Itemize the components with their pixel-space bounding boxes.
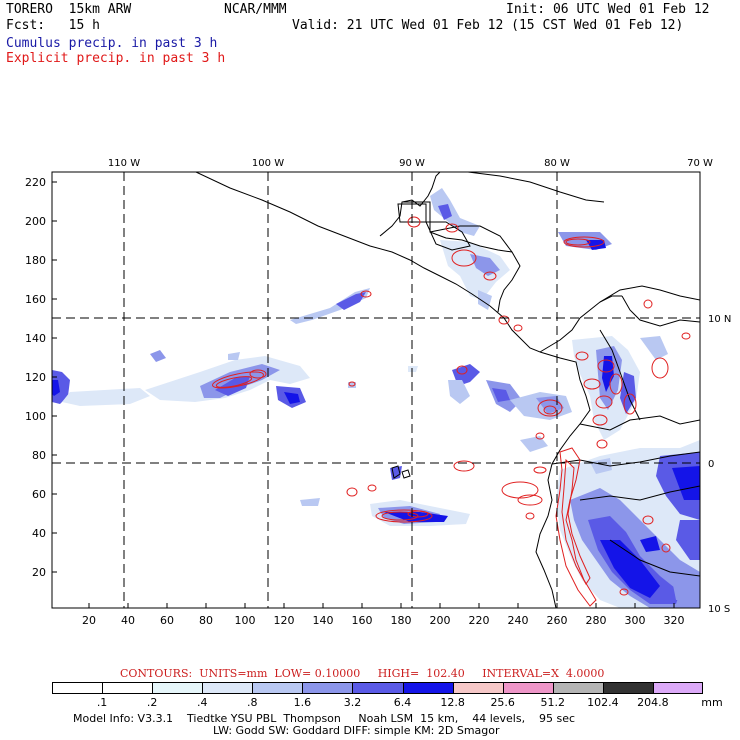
model-title: TORERO 15km ARW	[6, 2, 132, 17]
y-tick-label: 200	[25, 215, 46, 228]
colorbar-cell	[252, 682, 303, 694]
colorbar-label: .2	[146, 696, 158, 709]
map-frame	[51, 171, 701, 609]
y-tick-label: 100	[25, 410, 46, 423]
colorbar-cell	[552, 682, 603, 694]
x-tick-label: 140	[313, 614, 334, 627]
y-tick-label: 160	[25, 293, 46, 306]
lat-label: 10 N	[708, 314, 731, 325]
y-tick-label: 180	[25, 254, 46, 267]
explicit-legend: Explicit precip. in past 3 h	[6, 51, 226, 66]
colorbar-cell	[352, 682, 403, 694]
lon-label: 100 W	[252, 158, 284, 169]
x-tick-label: 20	[82, 614, 96, 627]
x-tick-label: 240	[508, 614, 529, 627]
colorbar-unit: mm	[701, 696, 723, 709]
x-tick-label: 280	[586, 614, 607, 627]
explicit-precip-contours	[212, 216, 691, 607]
y-tick-label: 120	[25, 371, 46, 384]
lon-label: 110 W	[108, 158, 140, 169]
colorbar-cell	[152, 682, 203, 694]
colorbar-cell	[102, 682, 153, 694]
lat-label: 0	[708, 459, 714, 470]
y-tick-label: 40	[32, 527, 46, 540]
x-tick-label: 180	[391, 614, 412, 627]
x-tick-label: 220	[469, 614, 490, 627]
axis-ticks	[52, 181, 675, 608]
lat-label: 10 S	[708, 604, 730, 615]
colorbar-label: .4	[196, 696, 208, 709]
y-tick-label: 20	[32, 566, 46, 579]
colorbar-cell	[302, 682, 353, 694]
x-tick-label: 260	[547, 614, 568, 627]
colorbar-cell	[652, 682, 703, 694]
y-tick-labels: 220 200 180 160 140 120 100 80 60 40 20	[25, 176, 46, 579]
lon-label: 80 W	[544, 158, 570, 169]
x-tick-label: 40	[121, 614, 135, 627]
cumulus-precip-areas	[52, 188, 700, 608]
colorbar-frame	[52, 682, 703, 694]
colorbar-label: .8	[247, 696, 258, 709]
x-tick-label: 200	[430, 614, 451, 627]
colorbar-label: 6.4	[393, 696, 412, 709]
colorbar-label: 12.8	[440, 696, 465, 709]
x-tick-label: 120	[274, 614, 295, 627]
colorbar-cell	[602, 682, 653, 694]
colorbar-label: 1.6	[293, 696, 312, 709]
colorbar-label: 204.8	[637, 696, 669, 709]
cumulus-legend: Cumulus precip. in past 3 h	[6, 36, 218, 51]
colorbar-cell	[202, 682, 253, 694]
y-tick-label: 140	[25, 332, 46, 345]
colorbar-label: .1	[96, 696, 108, 709]
colorbar-label: 51.2	[540, 696, 566, 709]
colorbar-label: 3.2	[343, 696, 362, 709]
latlon-grid	[52, 172, 700, 608]
forecast-hour: Fcst: 15 h	[6, 18, 100, 33]
contour-info: CONTOURS: UNITS=mm LOW= 0.10000 HIGH= 10…	[120, 667, 605, 680]
x-tick-label: 300	[625, 614, 646, 627]
colorbar-label: 102.4	[587, 696, 619, 709]
colorbar-cell	[502, 682, 553, 694]
x-tick-label: 60	[160, 614, 174, 627]
x-tick-label: 320	[664, 614, 685, 627]
x-tick-label: 100	[235, 614, 256, 627]
model-info: Model Info: V3.3.1 Tiedtke YSU PBL Thomp…	[73, 712, 576, 725]
x-tick-label: 80	[199, 614, 213, 627]
valid-time: Valid: 21 UTC Wed 01 Feb 12 (15 CST Wed …	[292, 18, 684, 33]
lon-label: 90 W	[399, 158, 425, 169]
colorbar-cell	[402, 682, 453, 694]
y-tick-label: 220	[25, 176, 46, 189]
x-tick-labels: 20 40 60 80 100 120 140 160 180 200 220 …	[82, 614, 685, 627]
coastlines	[195, 172, 700, 608]
lon-labels: 110 W 100 W 90 W 80 W 70 W	[108, 158, 713, 169]
init-time: Init: 06 UTC Wed 01 Feb 12	[506, 2, 710, 17]
center-label: NCAR/MMM	[224, 2, 287, 17]
colorbar-cell	[452, 682, 503, 694]
colorbar-label: 25.6	[490, 696, 515, 709]
x-tick-label: 160	[352, 614, 373, 627]
physics-info: LW: Godd SW: Goddard DIFF: simple KM: 2D…	[213, 724, 500, 737]
y-tick-label: 60	[32, 488, 46, 501]
lon-label: 70 W	[687, 158, 713, 169]
lat-labels: 10 N 0 10 S	[708, 314, 731, 615]
y-tick-label: 80	[32, 449, 46, 462]
